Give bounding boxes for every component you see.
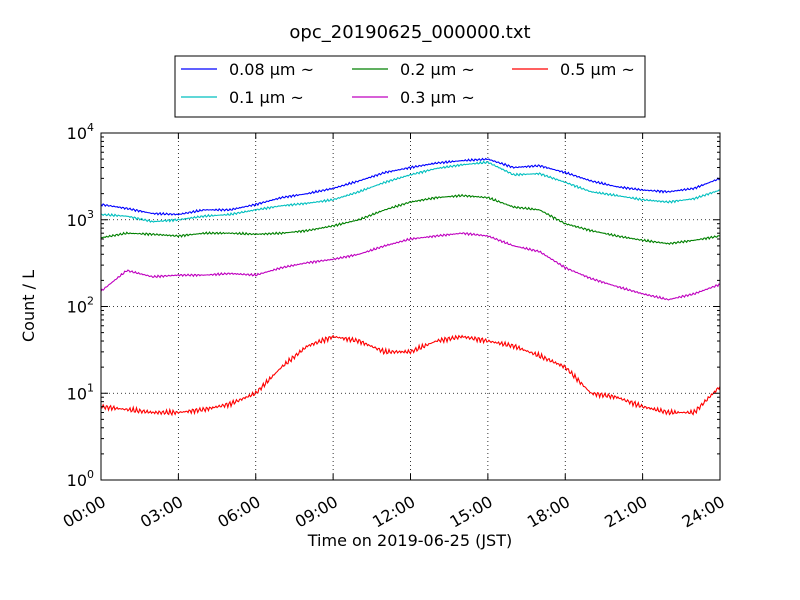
legend-label: 0.08 μm ~ bbox=[229, 60, 314, 79]
legend-label: 0.3 μm ~ bbox=[400, 88, 475, 107]
y-tick-label: 104 bbox=[67, 121, 94, 143]
legend-box bbox=[174, 55, 646, 118]
chart-title: opc_20190625_000000.txt bbox=[289, 22, 530, 43]
y-tick-label: 103 bbox=[67, 208, 94, 230]
series-line bbox=[100, 193, 721, 246]
series-line bbox=[100, 160, 721, 223]
legend-label: 0.1 μm ~ bbox=[229, 88, 304, 107]
y-axis-label: Count / L bbox=[19, 270, 38, 342]
series-line bbox=[100, 334, 721, 417]
y-tick-label: 100 bbox=[67, 468, 94, 490]
series-line bbox=[100, 157, 721, 216]
y-tick-label: 102 bbox=[67, 295, 94, 317]
x-axis-label: Time on 2019-06-25 (JST) bbox=[307, 531, 512, 550]
legend-label: 0.5 μm ~ bbox=[560, 60, 635, 79]
series-line bbox=[100, 232, 721, 301]
series-group bbox=[100, 157, 721, 417]
legend: 0.08 μm ~ 0.1 μm ~ 0.2 μm ~ 0.3 μm ~ 0.5 μm … bbox=[174, 55, 646, 118]
y-tick-labels: 100 101 102 103 104 bbox=[67, 121, 94, 490]
y-tick-label: 101 bbox=[67, 381, 94, 403]
axis-ticks bbox=[100, 132, 721, 481]
legend-label: 0.2 μm ~ bbox=[400, 60, 475, 79]
